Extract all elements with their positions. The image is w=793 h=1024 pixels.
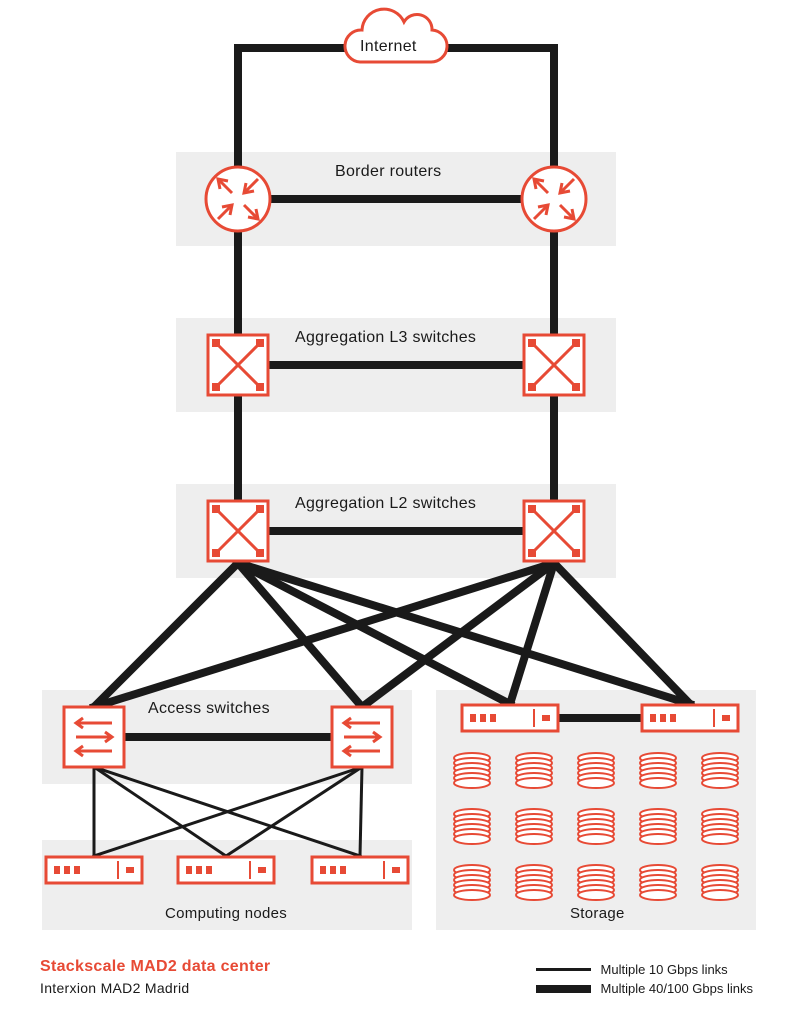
storage-stack-icon [516, 834, 552, 844]
storage-stack-icon [578, 890, 614, 900]
storage-stack-icon [516, 890, 552, 900]
storage-stack-icon [640, 834, 676, 844]
storage-stack-icon [578, 778, 614, 788]
internet-label: Internet [360, 38, 417, 56]
legend-line-thin-icon [536, 968, 591, 971]
edge [360, 767, 362, 856]
storage-stack-icon [578, 834, 614, 844]
diagram-stage: Internet Border routers Aggregation L3 s… [0, 0, 793, 1024]
legend: Multiple 10 Gbps links Multiple 40/100 G… [536, 958, 753, 996]
legend-thick: Multiple 40/100 Gbps links [536, 981, 753, 996]
access-label: Access switches [148, 700, 270, 718]
storage-stack-icon [702, 890, 738, 900]
border-label: Border routers [335, 163, 441, 181]
legend-thick-label: Multiple 40/100 Gbps links [601, 981, 753, 996]
storage-stack-icon [640, 890, 676, 900]
edge [362, 563, 554, 707]
legend-line-thick-icon [536, 985, 591, 993]
edge-cloud-right [446, 48, 554, 167]
agg-l2-label: Aggregation L2 switches [295, 495, 476, 513]
storage-stack-icon [454, 834, 490, 844]
storage-stack-icon [454, 890, 490, 900]
legend-thin: Multiple 10 Gbps links [536, 962, 753, 977]
storage-stack-icon [516, 778, 552, 788]
storage-stack-icon [702, 778, 738, 788]
storage-stack-icon [454, 778, 490, 788]
storage-label: Storage [570, 905, 625, 922]
storage-stack-icon [702, 834, 738, 844]
router-icon [522, 167, 586, 231]
router-icon [206, 167, 270, 231]
agg-l3-label: Aggregation L3 switches [295, 329, 476, 347]
edge-cloud-left [238, 48, 346, 167]
compute-label: Computing nodes [165, 905, 287, 922]
storage-stack-icon [640, 778, 676, 788]
footer-title: Stackscale MAD2 data center [40, 958, 270, 976]
footer-subtitle: Interxion MAD2 Madrid [40, 980, 189, 996]
legend-thin-label: Multiple 10 Gbps links [601, 962, 728, 977]
